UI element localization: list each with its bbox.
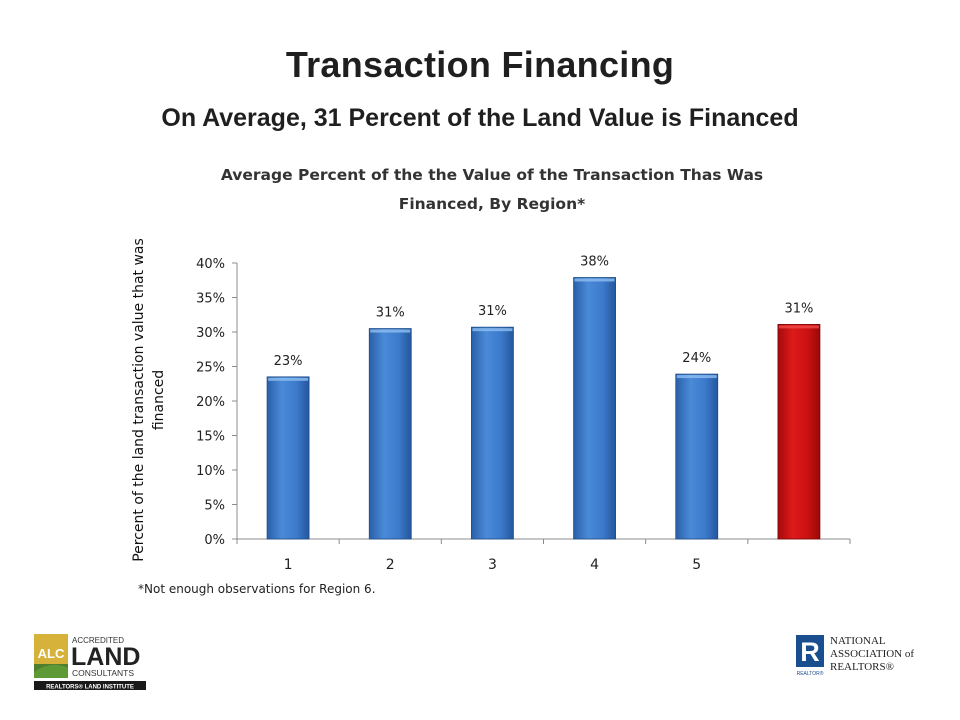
chart-title-line-2: Financed, By Region*: [399, 195, 585, 213]
x-tick-label: 1: [284, 557, 293, 573]
x-tick-label: 2: [386, 557, 395, 573]
data-label: 31%: [376, 306, 405, 321]
nar-small: REALTOR®: [797, 670, 824, 677]
alc-badge-text: ALC: [38, 646, 65, 661]
y-tick-label: 20%: [196, 395, 225, 410]
bar-top-highlight: [268, 377, 309, 381]
data-label: 31%: [784, 301, 813, 316]
nar-logo: R REALTOR® NATIONAL ASSOCIATION of REALT…: [796, 635, 914, 677]
y-tick-label: 30%: [196, 326, 225, 341]
bar-region-5: [675, 373, 719, 540]
y-axis-label-line-2: financed: [151, 370, 167, 430]
y-tick-label: 10%: [196, 464, 225, 479]
y-tick-label: 5%: [204, 499, 225, 514]
data-label: 23%: [274, 354, 303, 369]
chart-axes: 0% 5% 10% 15% 20% 25% 30% 35% 40% 1 2 3 4 5: [196, 257, 851, 573]
slide-subtitle: On Average, 31 Percent of the Land Value…: [161, 104, 799, 132]
chart-bars: 23% 31% 31% 38% 24% 31%: [266, 254, 821, 540]
chart-title-line-1: Average Percent of the the Value of the …: [221, 166, 763, 184]
data-label: 24%: [682, 351, 711, 366]
alc-logo-badge-top: [34, 634, 68, 664]
y-tick-label: 40%: [196, 257, 225, 272]
bar-region-3: [471, 326, 514, 540]
data-label: 31%: [478, 304, 507, 319]
nar-line-2: ASSOCIATION of: [830, 648, 914, 660]
y-tick-label: 25%: [196, 361, 225, 376]
bar-top-highlight: [676, 375, 717, 379]
y-tick-label: 35%: [196, 292, 225, 307]
nar-mark: R: [800, 637, 820, 667]
nar-line-1: NATIONAL: [830, 635, 886, 647]
x-tick-label: 3: [488, 557, 497, 573]
x-tick-label: 4: [590, 557, 599, 573]
y-axis-label: Percent of the land transaction value th…: [131, 238, 167, 562]
bar-average: [777, 324, 821, 540]
bar-region-1: [266, 376, 310, 540]
chart-title: Average Percent of the the Value of the …: [221, 166, 763, 213]
alc-line-2: LAND: [71, 643, 140, 671]
y-axis-label-line-1: Percent of the land transaction value th…: [131, 238, 147, 562]
alc-line-3: CONSULTANTS: [72, 668, 134, 678]
bar-region-2: [368, 328, 412, 540]
slide-title: Transaction Financing: [285, 44, 675, 85]
nar-block-r-icon: [796, 635, 824, 667]
bar-top-highlight: [778, 325, 819, 329]
alc-line-1: ACCREDITED: [72, 636, 124, 645]
data-label: 38%: [580, 254, 609, 269]
bar-top-highlight: [472, 328, 513, 332]
x-tick-label: 5: [692, 557, 701, 573]
alc-tagline: REALTORS® LAND INSTITUTE: [46, 683, 134, 690]
bar-region-4: [573, 277, 616, 540]
alc-logo: ALC ACCREDITED LAND CONSULTANTS REALTORS…: [34, 634, 146, 690]
chart-footnote: *Not enough observations for Region 6.: [138, 582, 376, 596]
alc-tagline-bar: [34, 681, 146, 690]
y-tick-label: 15%: [196, 430, 225, 445]
nar-line-3: REALTORS®: [830, 661, 894, 673]
bar-top-highlight: [370, 329, 411, 333]
y-tick-label: 0%: [204, 533, 225, 548]
bar-top-highlight: [574, 278, 615, 282]
